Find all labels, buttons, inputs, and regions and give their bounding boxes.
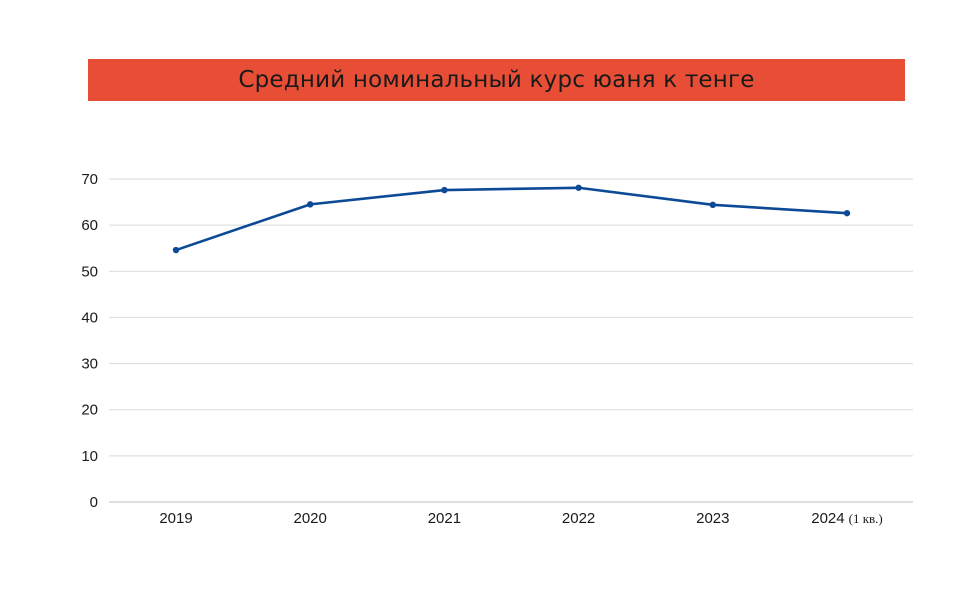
y-tick-label: 0 — [90, 494, 98, 511]
x-tick-label: 2020 — [294, 510, 327, 527]
y-tick-label: 40 — [81, 309, 98, 326]
y-tick-label: 20 — [81, 402, 98, 419]
x-tick-label: 2022 — [562, 510, 595, 527]
series-layer — [172, 184, 851, 254]
y-tick-label: 50 — [81, 263, 98, 280]
chart-title-banner: Средний номинальный курс юаня к тенге — [88, 59, 905, 101]
x-tick-label: 2019 — [159, 510, 192, 527]
x-tick-label-year: 2024 — [811, 510, 844, 527]
x-tick-label-year: 2021 — [428, 510, 461, 527]
x-tick-label: 2024 (1 кв.) — [811, 510, 883, 527]
x-tick-label: 2021 — [428, 510, 461, 527]
data-point-2019 — [172, 246, 180, 254]
chart-title: Средний номинальный курс юаня к тенге — [238, 67, 755, 93]
data-point-2020 — [307, 201, 314, 208]
grid-lines — [109, 178, 913, 503]
data-point-2022 — [575, 184, 582, 191]
y-tick-label: 10 — [81, 448, 98, 465]
data-point-2021 — [441, 186, 448, 194]
data-point-2024 — [843, 209, 851, 217]
y-axis-ticks: 0 10 20 30 40 50 60 70 — [81, 171, 98, 511]
x-tick-label-year: 2022 — [562, 510, 595, 527]
x-tick-label-year: 2019 — [159, 510, 192, 527]
x-tick-label-year: 2020 — [294, 510, 327, 527]
y-tick-label: 70 — [81, 171, 98, 188]
y-tick-label: 60 — [81, 217, 98, 234]
x-tick-label-year: 2023 — [696, 510, 729, 527]
data-point-2023 — [709, 201, 716, 209]
x-axis-ticks: 2019 2020 2021 2022 2023 2024 (1 кв.) — [159, 510, 882, 527]
series-line — [174, 186, 849, 252]
x-tick-label-suffix: (1 кв.) — [849, 511, 883, 526]
x-tick-label: 2023 — [696, 510, 729, 527]
y-tick-label: 30 — [81, 356, 98, 373]
